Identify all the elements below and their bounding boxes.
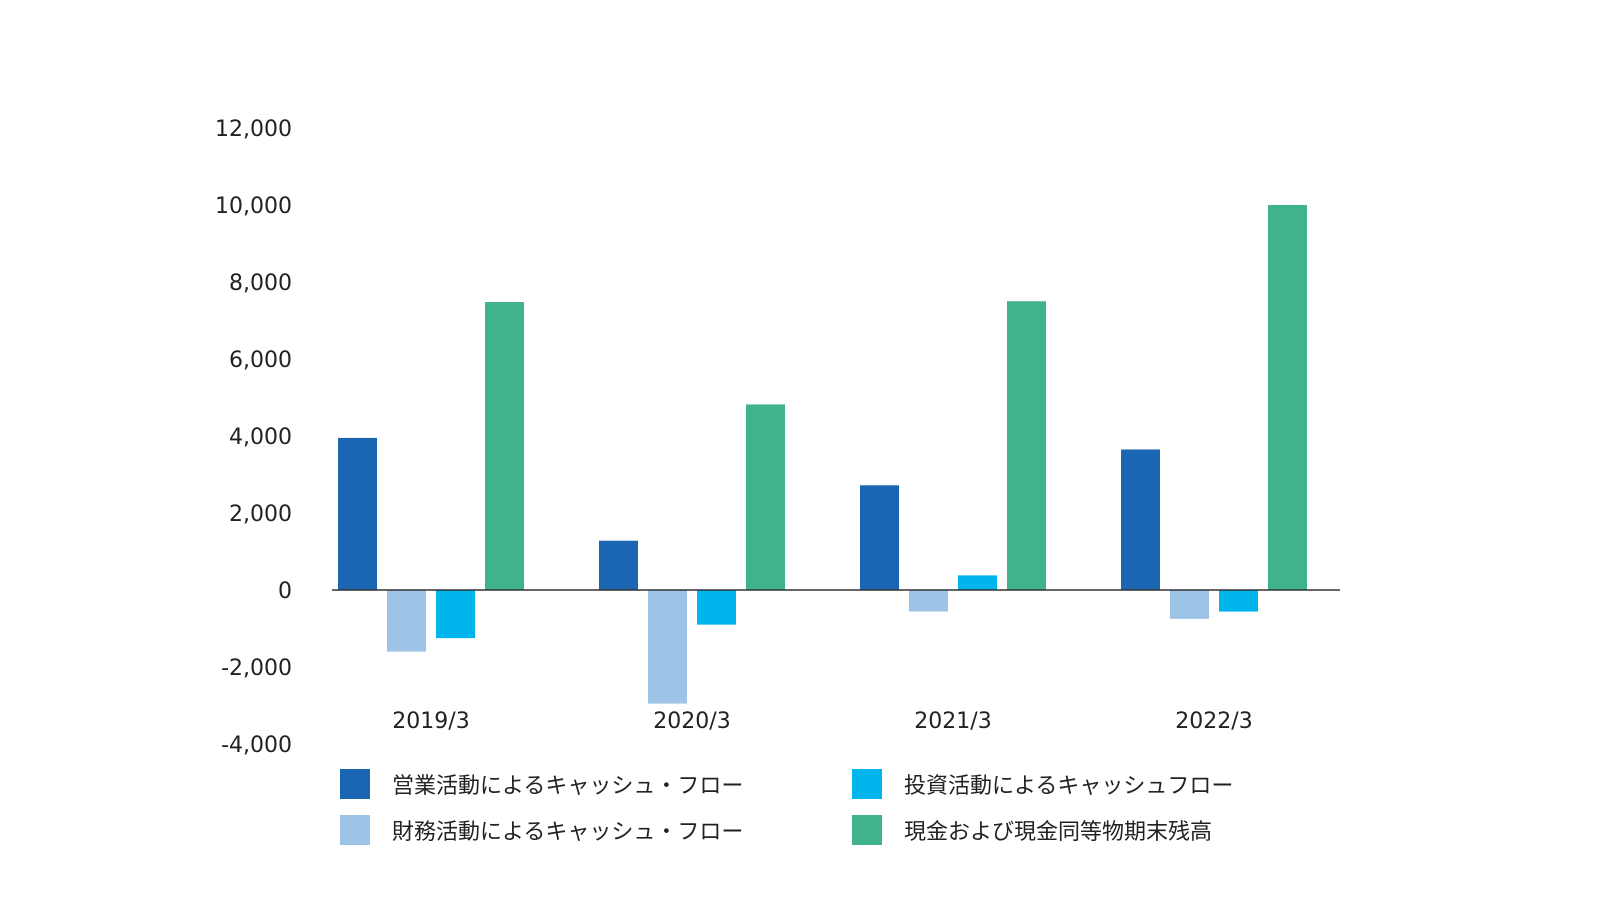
y-tick-label: 8,000 bbox=[229, 271, 292, 296]
bar-investing-cf-2 bbox=[697, 590, 736, 625]
legend-swatch-cash-balance bbox=[852, 815, 882, 845]
y-tick-label: 2,000 bbox=[229, 502, 292, 527]
bar-series-group bbox=[338, 205, 1307, 704]
bar-financing-cf-4 bbox=[1170, 590, 1209, 619]
y-tick-label: -4,000 bbox=[221, 733, 292, 758]
bar-financing-cf-1 bbox=[387, 590, 426, 652]
x-category-label: 2020/3 bbox=[653, 709, 730, 734]
chart-legend: 営業活動によるキャッシュ・フロー 投資活動によるキャッシュフロー 財務活動による… bbox=[340, 768, 1340, 868]
y-tick-label: 6,000 bbox=[229, 348, 292, 373]
bar-cash-balance-1 bbox=[485, 302, 524, 590]
bar-financing-cf-3 bbox=[909, 590, 948, 612]
bar-operating-cf-3 bbox=[860, 485, 899, 590]
legend-item-financing-cf: 財務活動によるキャッシュ・フロー bbox=[340, 814, 743, 846]
legend-label-operating-cf: 営業活動によるキャッシュ・フロー bbox=[392, 774, 744, 799]
x-category-label: 2021/3 bbox=[914, 709, 991, 734]
bar-investing-cf-3 bbox=[958, 575, 997, 590]
bar-investing-cf-1 bbox=[436, 590, 475, 639]
y-axis: 12,000 10,000 8,000 6,000 4,000 2,000 0 -2,000 -… bbox=[215, 117, 292, 758]
y-tick-label: -2,000 bbox=[221, 656, 292, 681]
legend-swatch-investing-cf bbox=[852, 769, 882, 799]
bar-cash-balance-2 bbox=[746, 404, 785, 590]
legend-swatch-financing-cf bbox=[340, 815, 370, 845]
bar-operating-cf-4 bbox=[1121, 449, 1160, 590]
legend-item-investing-cf: 投資活動によるキャッシュフロー bbox=[852, 768, 1233, 800]
x-category-label: 2019/3 bbox=[392, 709, 469, 734]
legend-label-cash-balance: 現金および現金同等物期末残高 bbox=[904, 820, 1213, 845]
legend-item-operating-cf: 営業活動によるキャッシュ・フロー bbox=[340, 768, 743, 800]
bar-operating-cf-2 bbox=[599, 540, 638, 590]
y-tick-label: 0 bbox=[278, 579, 292, 604]
legend-swatch-operating-cf bbox=[340, 769, 370, 799]
x-category-label: 2022/3 bbox=[1175, 709, 1252, 734]
legend-label-investing-cf: 投資活動によるキャッシュフロー bbox=[904, 774, 1234, 799]
legend-item-cash-balance: 現金および現金同等物期末残高 bbox=[852, 814, 1212, 846]
y-tick-label: 4,000 bbox=[229, 425, 292, 450]
legend-label-financing-cf: 財務活動によるキャッシュ・フロー bbox=[392, 820, 744, 845]
y-tick-label: 12,000 bbox=[215, 117, 292, 142]
bar-operating-cf-1 bbox=[338, 437, 377, 590]
bar-financing-cf-2 bbox=[648, 590, 687, 704]
y-tick-label: 10,000 bbox=[215, 194, 292, 219]
bar-investing-cf-4 bbox=[1219, 590, 1258, 612]
bar-cash-balance-3 bbox=[1007, 301, 1046, 590]
bar-cash-balance-4 bbox=[1268, 205, 1307, 590]
bar-chart: 12,000 10,000 8,000 6,000 4,000 2,000 0 -2,000 -… bbox=[215, 117, 1340, 758]
x-axis: 2019/3 2020/3 2021/3 2022/3 bbox=[392, 709, 1252, 734]
